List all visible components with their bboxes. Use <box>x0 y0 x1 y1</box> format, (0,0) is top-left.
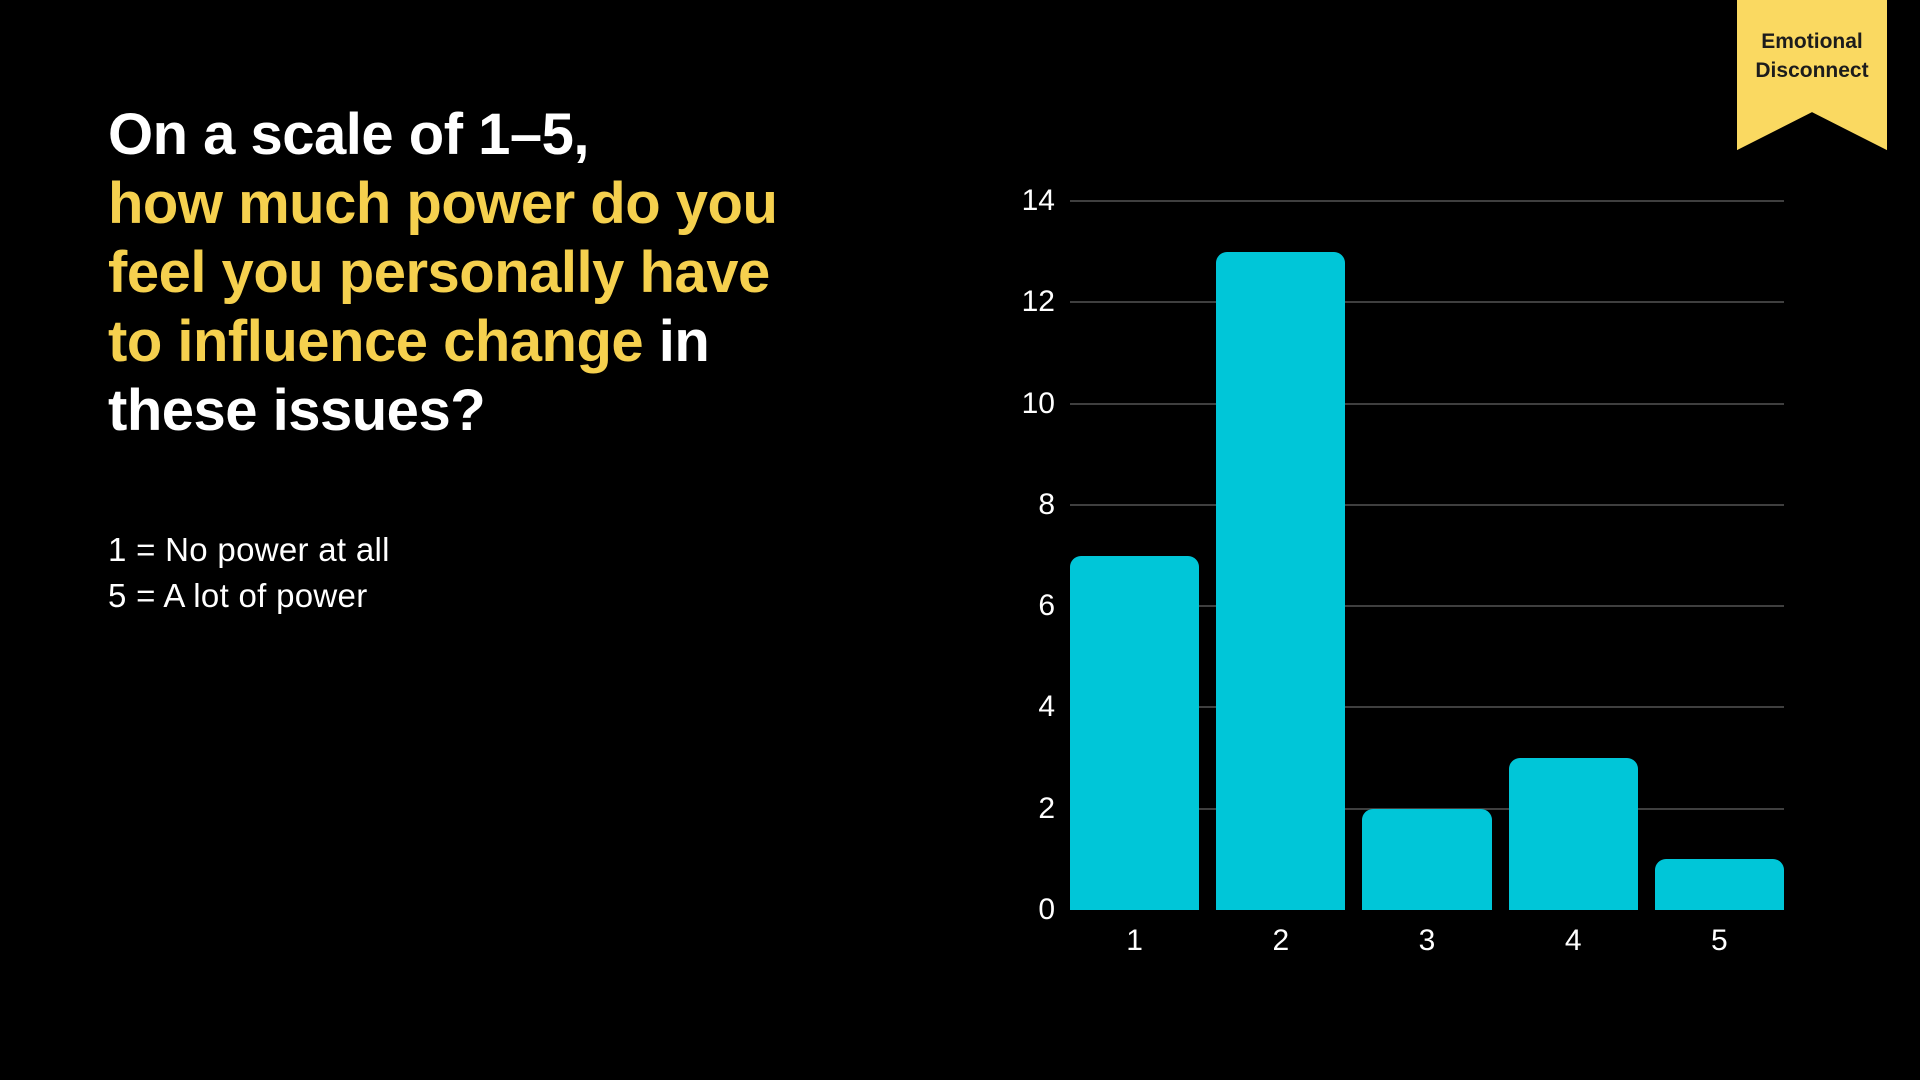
scale-legend-line-1: 1 = No power at all <box>108 531 390 568</box>
title-line-4: to influence change in <box>108 307 777 376</box>
bar-category-1 <box>1070 555 1200 910</box>
x-axis-tick-label-5: 5 <box>1711 924 1728 957</box>
x-axis-tick-label-3: 3 <box>1418 924 1436 957</box>
y-axis-tick-label-0: 0 <box>1038 893 1055 926</box>
x-axis-tick-label-1: 1 <box>1126 924 1143 957</box>
y-axis-tick-label-4: 4 <box>1038 690 1055 724</box>
scale-legend: 1 = No power at all 5 = A lot of power <box>108 527 390 619</box>
title-text-segment: to influence change <box>108 309 644 374</box>
gridline-y-4 <box>1070 706 1784 709</box>
title-line-1: On a scale of 1–5, <box>108 100 777 169</box>
question-title: On a scale of 1–5, how much power do you f… <box>108 100 778 445</box>
gridline-y-8 <box>1070 503 1784 506</box>
title-line-3: feel you personally have <box>108 238 777 307</box>
title-line-2: how much power do you <box>108 169 778 238</box>
title-line-5: these issues? <box>108 376 777 445</box>
gridline-y-6 <box>1070 605 1784 608</box>
gridline-y-12 <box>1070 301 1784 304</box>
y-axis-tick-label-14: 14 <box>1021 184 1055 217</box>
gridline-y-14 <box>1070 200 1784 202</box>
y-axis-tick-label-10: 10 <box>1021 386 1055 420</box>
y-axis-tick-label-12: 12 <box>1021 285 1055 319</box>
title-text-segment: On a scale of 1–5, <box>108 102 590 167</box>
x-axis-tick-label-2: 2 <box>1272 924 1290 957</box>
title-text-segment: in <box>643 309 710 374</box>
title-text-segment: how much power do you <box>108 171 778 236</box>
x-axis-tick-label-4: 4 <box>1564 924 1582 957</box>
y-axis-tick-label-6: 6 <box>1038 589 1055 623</box>
bar-category-5 <box>1654 859 1784 910</box>
y-axis-tick-label-8: 8 <box>1038 487 1055 521</box>
ribbon-line-1: Emotional <box>1761 30 1863 53</box>
title-text-segment: feel you personally have <box>108 240 770 305</box>
title-text-segment: these issues? <box>108 378 486 443</box>
y-axis-tick-label-2: 2 <box>1038 791 1055 825</box>
bar-category-2 <box>1216 251 1346 910</box>
scale-legend-line-2: 5 = A lot of power <box>108 577 368 614</box>
gridline-y-10 <box>1070 402 1784 405</box>
bar-category-4 <box>1508 758 1638 910</box>
bar-category-3 <box>1362 808 1492 910</box>
ribbon-line-2: Disconnect <box>1755 59 1869 82</box>
